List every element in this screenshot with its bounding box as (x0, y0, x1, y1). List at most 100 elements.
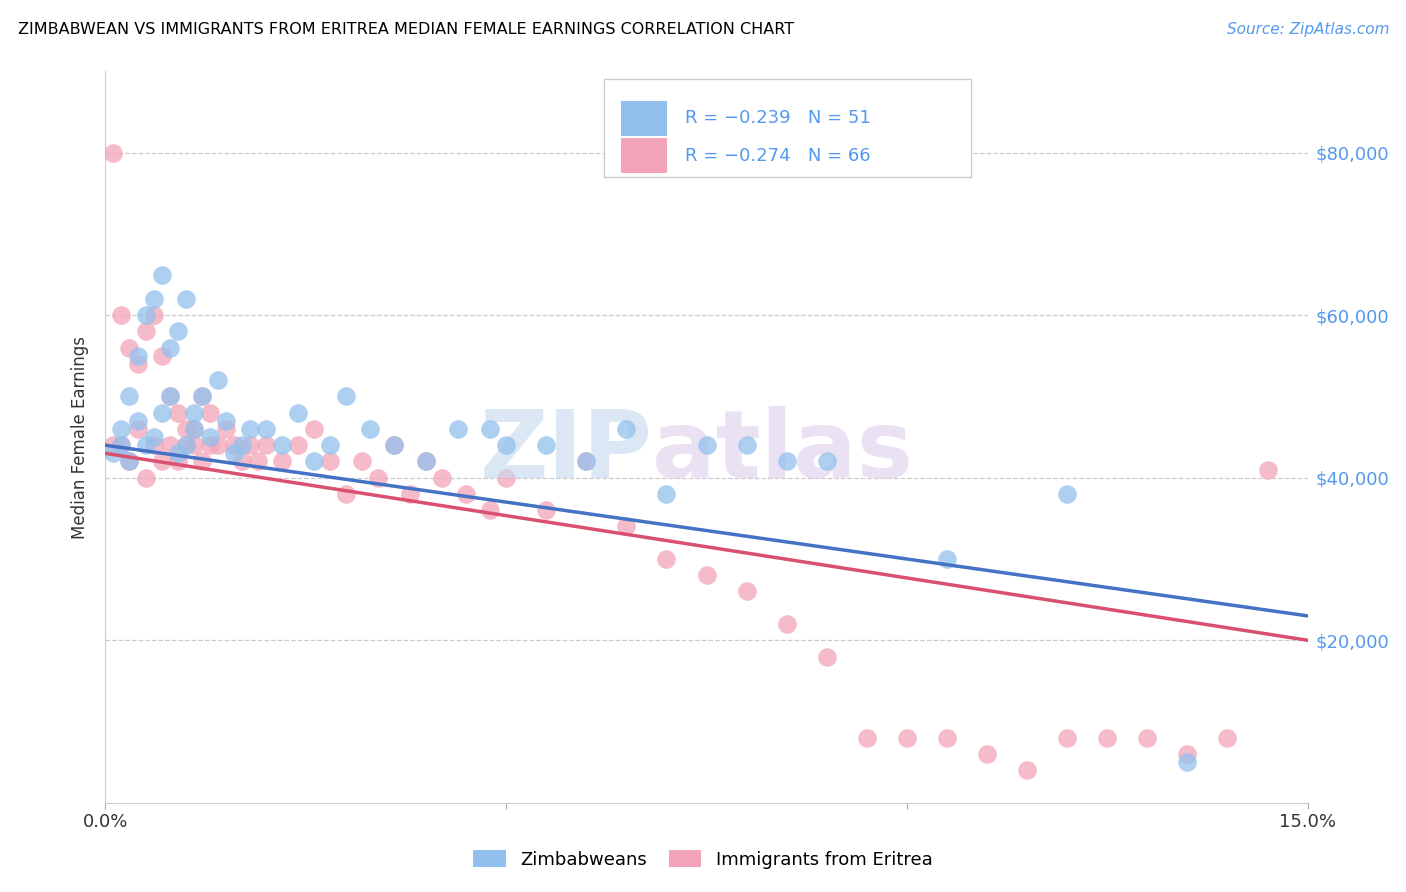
Point (655, 552, 678, 566)
Point (150, 349, 173, 363)
Point (415, 454, 437, 468)
Point (302, 422, 325, 436)
Point (159, 389, 181, 403)
Point (616, 519, 638, 533)
Point (198, 430, 221, 444)
Point (1177, 747, 1199, 761)
Point (231, 438, 253, 452)
Point (127, 422, 149, 436)
Point (415, 454, 437, 468)
Point (616, 422, 638, 436)
Point (135, 325, 157, 339)
Point (159, 341, 181, 355)
Text: atlas: atlas (652, 406, 914, 498)
Point (1056, 487, 1078, 501)
Point (1177, 755, 1199, 769)
Point (183, 422, 205, 436)
Point (190, 389, 212, 403)
Point (135, 471, 157, 485)
Point (495, 438, 517, 452)
Point (534, 438, 557, 452)
Point (382, 438, 405, 452)
Point (430, 471, 453, 485)
Point (1097, 731, 1119, 745)
Point (1017, 764, 1039, 778)
Point (302, 454, 325, 468)
Y-axis label: Median Female Earnings: Median Female Earnings (72, 335, 90, 539)
Point (207, 373, 229, 387)
Point (110, 438, 132, 452)
Point (150, 268, 173, 282)
Point (166, 446, 188, 460)
Point (319, 454, 342, 468)
Point (207, 438, 229, 452)
Point (183, 406, 205, 420)
Point (214, 422, 236, 436)
Point (936, 731, 959, 745)
Point (198, 438, 221, 452)
FancyBboxPatch shape (605, 78, 972, 178)
Point (454, 487, 477, 501)
Point (166, 454, 188, 468)
Point (190, 389, 212, 403)
Point (142, 292, 165, 306)
Point (174, 438, 197, 452)
Point (127, 349, 149, 363)
Point (479, 503, 502, 517)
Point (495, 471, 517, 485)
Point (110, 308, 132, 322)
Point (815, 649, 838, 664)
Point (575, 454, 598, 468)
Point (118, 341, 141, 355)
Point (359, 422, 381, 436)
Point (896, 731, 918, 745)
Point (159, 438, 181, 452)
Point (103, 145, 125, 160)
Point (159, 389, 181, 403)
Point (103, 446, 125, 460)
FancyBboxPatch shape (621, 138, 666, 173)
Point (214, 414, 236, 428)
Point (239, 438, 262, 452)
Point (855, 731, 877, 745)
Point (270, 454, 292, 468)
FancyBboxPatch shape (621, 101, 666, 136)
Point (166, 406, 188, 420)
Point (350, 454, 373, 468)
Point (287, 406, 309, 420)
Point (382, 438, 405, 452)
Point (174, 438, 197, 452)
Point (239, 422, 262, 436)
Point (110, 422, 132, 436)
Point (1056, 731, 1078, 745)
Point (696, 438, 718, 452)
Text: ZIP: ZIP (479, 406, 652, 498)
Point (231, 454, 253, 468)
Point (479, 422, 502, 436)
Text: ZIMBABWEAN VS IMMIGRANTS FROM ERITREA MEDIAN FEMALE EARNINGS CORRELATION CHART: ZIMBABWEAN VS IMMIGRANTS FROM ERITREA ME… (18, 22, 794, 37)
Point (246, 454, 269, 468)
Point (127, 357, 149, 371)
Point (696, 568, 718, 582)
Point (335, 487, 357, 501)
Point (150, 454, 173, 468)
Point (183, 438, 205, 452)
Point (103, 438, 125, 452)
Point (110, 438, 132, 452)
Text: Source: ZipAtlas.com: Source: ZipAtlas.com (1226, 22, 1389, 37)
Legend: Zimbabweans, Immigrants from Eritrea: Zimbabweans, Immigrants from Eritrea (467, 843, 939, 876)
Point (776, 617, 799, 632)
Point (399, 487, 422, 501)
Point (135, 308, 157, 322)
Point (335, 389, 357, 403)
Point (270, 438, 292, 452)
Point (190, 454, 212, 468)
Point (655, 487, 678, 501)
Point (127, 414, 149, 428)
Point (1136, 731, 1159, 745)
Text: R = −0.239   N = 51: R = −0.239 N = 51 (685, 109, 870, 128)
Point (367, 471, 389, 485)
Point (222, 438, 245, 452)
Point (936, 552, 959, 566)
Point (976, 747, 998, 761)
